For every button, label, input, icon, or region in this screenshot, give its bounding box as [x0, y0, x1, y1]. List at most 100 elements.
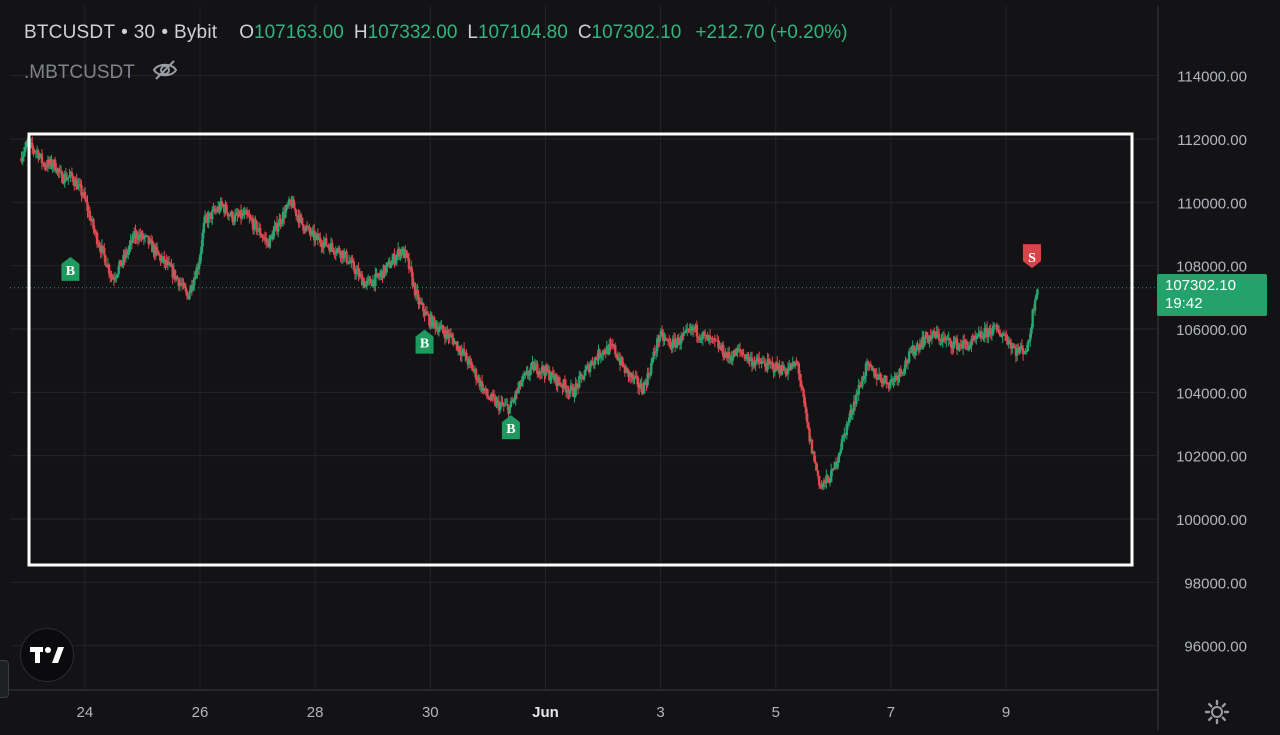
- candle-body: [363, 281, 366, 288]
- buy-signal-marker: B: [61, 256, 80, 281]
- candle-body: [121, 263, 124, 267]
- candle-body: [790, 363, 793, 370]
- candle-body: [308, 226, 311, 232]
- candle-body: [528, 369, 532, 376]
- candle-body: [652, 351, 655, 360]
- candle-body: [232, 221, 236, 223]
- candle-body: [65, 178, 69, 181]
- candle-body: [261, 236, 264, 238]
- candle-body: [578, 376, 581, 388]
- candle-body: [755, 357, 759, 362]
- marker-label: B: [420, 337, 429, 352]
- candle-body: [320, 243, 323, 247]
- candle-body: [501, 402, 504, 406]
- candle-body: [388, 261, 391, 268]
- candle-body: [116, 273, 119, 277]
- candle-body: [654, 351, 658, 353]
- candle-body: [389, 265, 393, 268]
- candle-body: [221, 204, 225, 206]
- candle-body: [701, 332, 705, 339]
- indicator-label[interactable]: .MBTCUSDT: [24, 62, 135, 83]
- candle-body: [97, 244, 100, 246]
- candle-body: [444, 330, 448, 339]
- candle-body: [936, 331, 940, 335]
- marker-label: S: [1028, 251, 1036, 266]
- candle-body: [864, 363, 868, 377]
- time-tick-label: 9: [1002, 704, 1010, 721]
- candle-body: [128, 245, 131, 250]
- candle-body: [740, 350, 743, 353]
- candle-body: [231, 211, 234, 222]
- candle-body: [88, 211, 92, 221]
- candle-body: [411, 272, 414, 286]
- candle-body: [758, 358, 761, 363]
- candle-body: [946, 339, 949, 341]
- candle-body: [1033, 300, 1037, 311]
- candle-body: [682, 333, 685, 337]
- interval-label[interactable]: 30: [133, 22, 156, 43]
- candle-body: [236, 212, 239, 216]
- candle-body: [107, 264, 111, 274]
- candle-body: [67, 177, 70, 179]
- candle-body: [300, 217, 304, 225]
- candle-body: [68, 175, 71, 178]
- candle-body: [79, 183, 82, 185]
- candle-body: [1005, 335, 1008, 341]
- candle-body: [22, 152, 26, 157]
- candle-body: [1000, 336, 1003, 338]
- candle-body: [666, 339, 670, 341]
- candle-body: [826, 475, 829, 478]
- candle-body: [584, 369, 587, 376]
- eye-hidden-icon[interactable]: [151, 58, 179, 88]
- candle-body: [533, 365, 537, 371]
- candle-body: [390, 260, 394, 266]
- candle-body: [471, 365, 474, 371]
- buy-signal-marker: B: [501, 415, 520, 440]
- candle-body: [913, 351, 917, 356]
- candle-body: [59, 170, 63, 173]
- candle-body: [202, 222, 206, 233]
- candle-body: [188, 292, 191, 299]
- candle-body: [677, 337, 681, 345]
- candle-body: [1012, 345, 1015, 347]
- marker-label: B: [506, 422, 515, 437]
- candle-body: [875, 373, 878, 380]
- candle-body: [995, 325, 998, 330]
- candle-body: [441, 324, 444, 331]
- collapse-toolbar-handle[interactable]: [0, 660, 9, 698]
- candle-body: [195, 267, 198, 279]
- candle-body: [955, 338, 959, 350]
- candle-body: [419, 301, 423, 304]
- candle-body: [1025, 350, 1028, 352]
- candle-body: [897, 376, 900, 381]
- close-value: 107302.10: [591, 22, 682, 43]
- candle-body: [155, 247, 159, 251]
- candle-body: [907, 351, 911, 363]
- time-tick-label: 7: [887, 704, 895, 721]
- candle-body: [859, 386, 863, 388]
- candle-body: [804, 406, 808, 414]
- candle-body: [756, 357, 760, 359]
- candle-body: [624, 367, 628, 374]
- candle-body: [304, 226, 307, 232]
- candle-body: [302, 224, 305, 231]
- tradingview-logo-icon[interactable]: [20, 628, 74, 682]
- candle-body: [608, 344, 611, 355]
- ohlc-values: O107163.00 H107332.00 L107104.80 C107302…: [239, 22, 847, 44]
- candle-body: [961, 340, 965, 349]
- candle-body: [115, 276, 118, 279]
- candle-body: [183, 283, 186, 288]
- candle-body: [808, 428, 811, 442]
- gear-icon[interactable]: [1203, 698, 1231, 726]
- candle-body: [1021, 348, 1025, 354]
- candle-body: [784, 369, 787, 374]
- symbol-label[interactable]: BTCUSDT: [24, 22, 116, 43]
- candle-body: [148, 239, 152, 244]
- candle-body: [1035, 294, 1038, 301]
- candle-body: [698, 337, 701, 340]
- candle-body: [453, 341, 456, 345]
- candle-body: [94, 232, 98, 234]
- candle-body: [314, 235, 317, 241]
